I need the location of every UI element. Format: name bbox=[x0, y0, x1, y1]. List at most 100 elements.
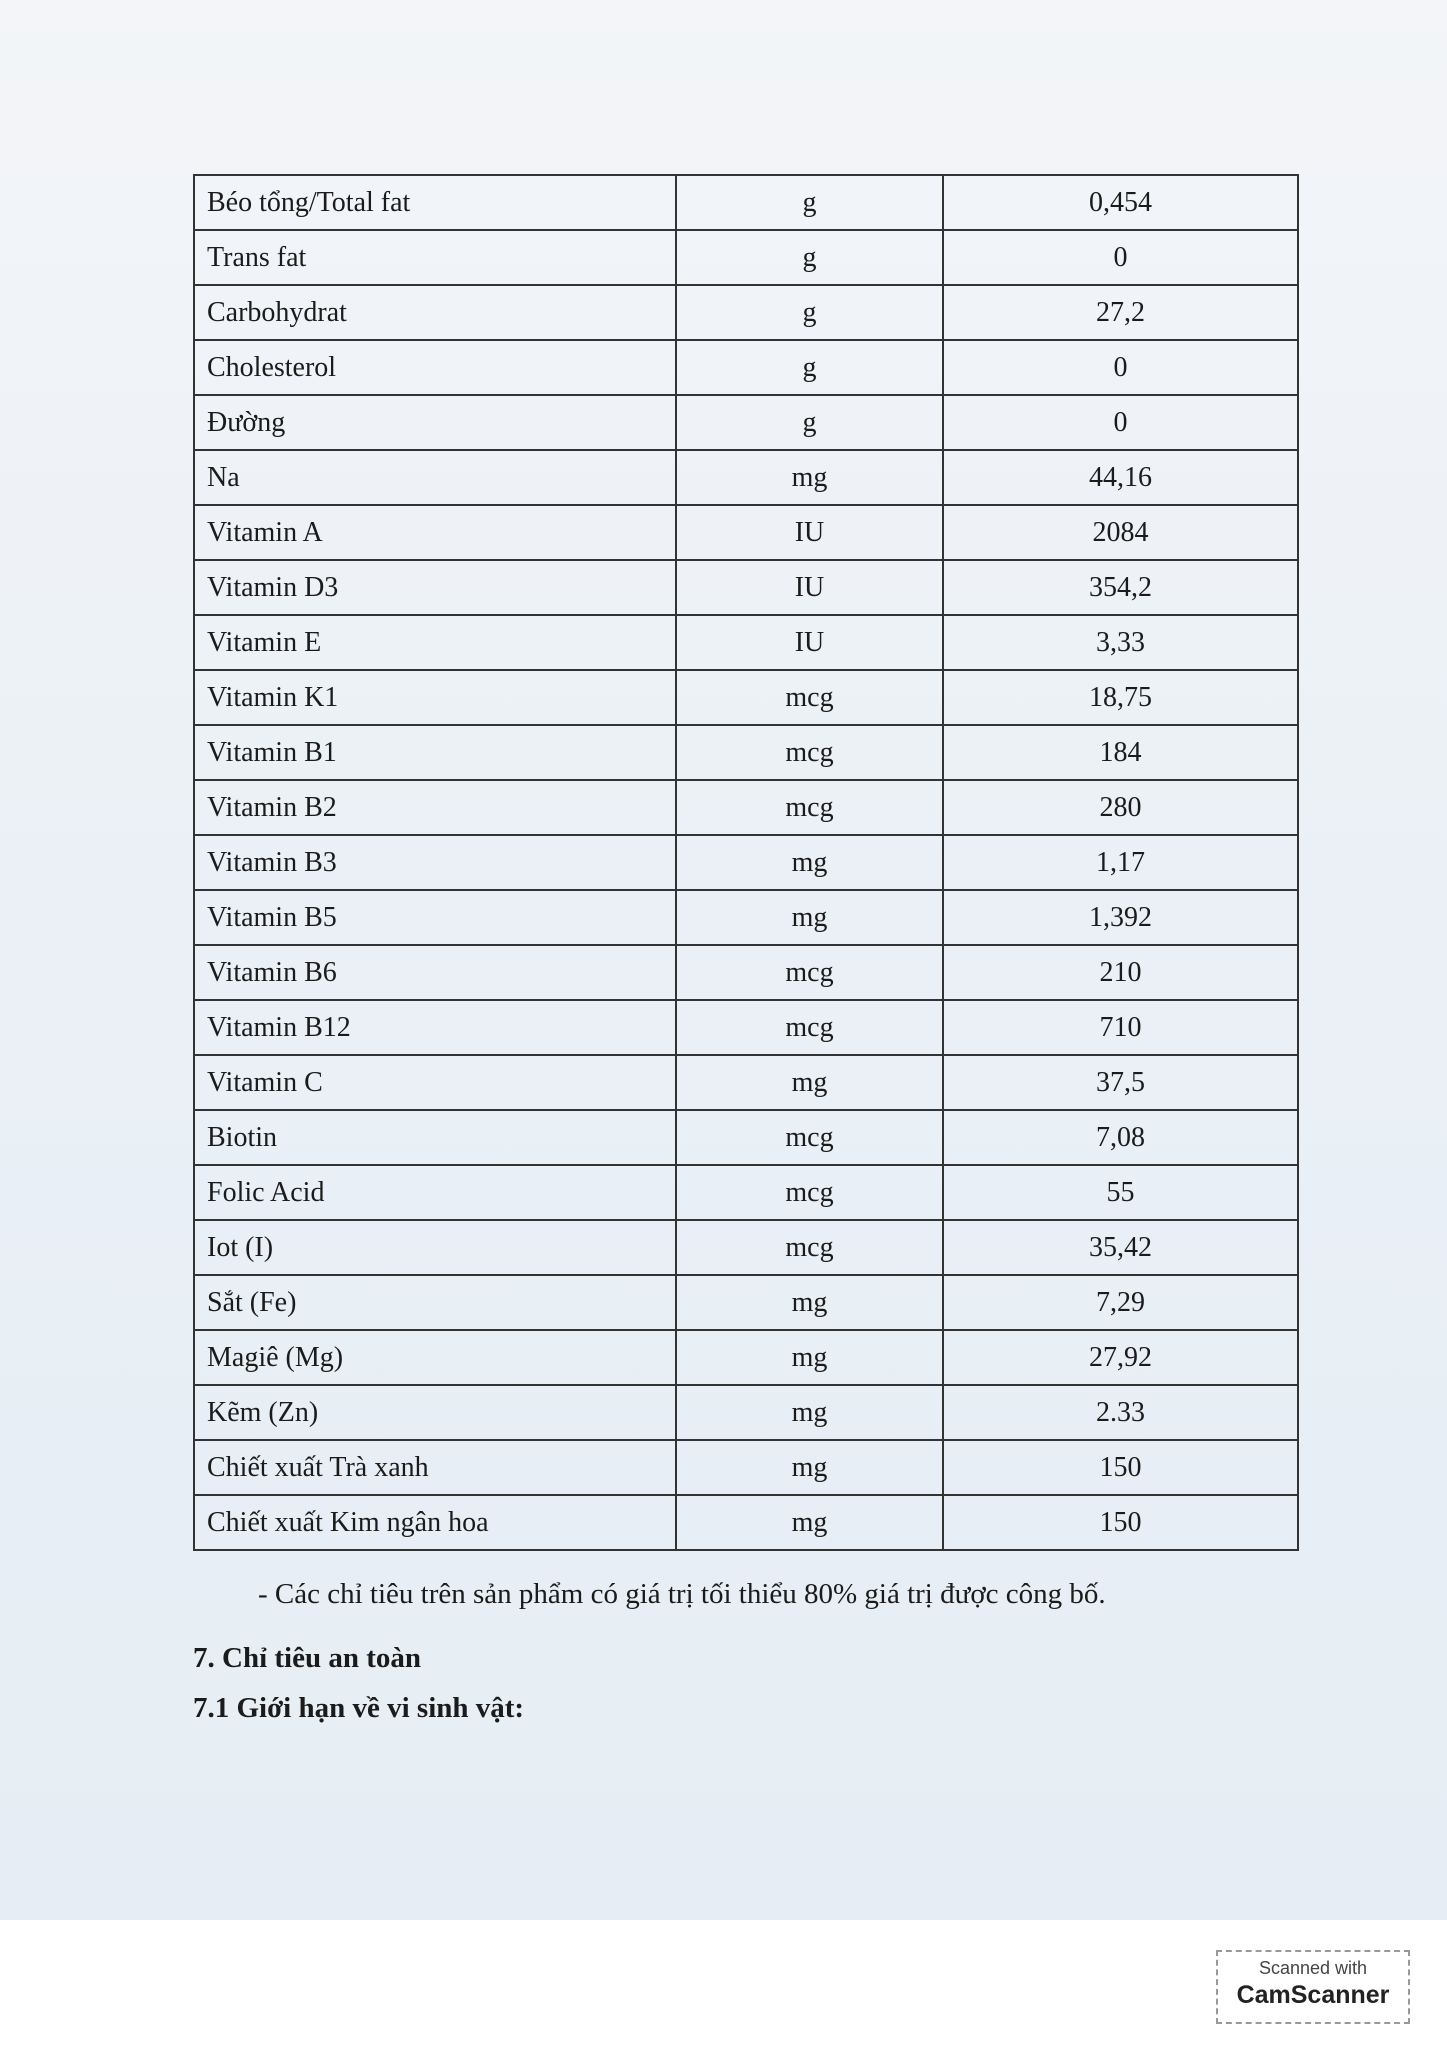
nutrient-name: Vitamin B12 bbox=[193, 999, 677, 1056]
nutrient-name: Iot (I) bbox=[193, 1219, 677, 1276]
amount: 354,2 bbox=[942, 559, 1299, 616]
nutrient-name: Sắt (Fe) bbox=[193, 1274, 677, 1331]
amount: 3,33 bbox=[942, 614, 1299, 671]
table-row: Vitamin B5 mg 1,392 bbox=[193, 889, 1299, 946]
unit: g bbox=[675, 174, 944, 231]
unit: mcg bbox=[675, 1164, 944, 1221]
unit: mcg bbox=[675, 944, 944, 1001]
table-row: Vitamin B2 mcg 280 bbox=[193, 779, 1299, 836]
unit: mg bbox=[675, 889, 944, 946]
paper: Béo tổng/Total fat g 0,454 Trans fat g 0 Carbo… bbox=[0, 0, 1447, 1920]
table-row: Béo tổng/Total fat g 0,454 bbox=[193, 174, 1299, 231]
amount: 55 bbox=[942, 1164, 1299, 1221]
nutrient-name: Vitamin C bbox=[193, 1054, 677, 1111]
nutrient-name: Đường bbox=[193, 394, 677, 451]
table-row: Vitamin K1 mcg 18,75 bbox=[193, 669, 1299, 726]
table-row: Vitamin B12 mcg 710 bbox=[193, 999, 1299, 1056]
nutrient-name: Biotin bbox=[193, 1109, 677, 1166]
table-row: Vitamin B6 mcg 210 bbox=[193, 944, 1299, 1001]
nutrient-name: Chiết xuất Trà xanh bbox=[193, 1439, 677, 1496]
amount: 27,2 bbox=[942, 284, 1299, 341]
unit: IU bbox=[675, 614, 944, 671]
amount: 184 bbox=[942, 724, 1299, 781]
unit: mcg bbox=[675, 1219, 944, 1276]
amount: 0 bbox=[942, 229, 1299, 286]
nutrient-name: Vitamin B6 bbox=[193, 944, 677, 1001]
table-row: Sắt (Fe) mg 7,29 bbox=[193, 1274, 1299, 1331]
unit: mg bbox=[675, 1439, 944, 1496]
table-row: Đường g 0 bbox=[193, 394, 1299, 451]
note: - Các chỉ tiêu trên sản phẩm có giá trị … bbox=[258, 1578, 1106, 1610]
unit: mg bbox=[675, 1329, 944, 1386]
nutrient-name: Na bbox=[193, 449, 677, 506]
unit: mg bbox=[675, 1494, 944, 1551]
amount: 280 bbox=[942, 779, 1299, 836]
table-row: Chiết xuất Kim ngân hoa mg 150 bbox=[193, 1494, 1299, 1551]
table-row: Vitamin D3 IU 354,2 bbox=[193, 559, 1299, 616]
unit: mcg bbox=[675, 669, 944, 726]
amount: 7,08 bbox=[942, 1109, 1299, 1166]
nutrient-name: Vitamin E bbox=[193, 614, 677, 671]
section-heading: 7. Chỉ tiêu an toàn bbox=[193, 1642, 422, 1674]
nutrient-name: Kẽm (Zn) bbox=[193, 1384, 677, 1441]
unit: g bbox=[675, 284, 944, 341]
nutrient-name: Vitamin K1 bbox=[193, 669, 677, 726]
nutrient-name: Vitamin A bbox=[193, 504, 677, 561]
nutrient-name: Vitamin B1 bbox=[193, 724, 677, 781]
table-row: Iot (I) mcg 35,42 bbox=[193, 1219, 1299, 1276]
amount: 150 bbox=[942, 1439, 1299, 1496]
unit: mcg bbox=[675, 779, 944, 836]
table-row: Folic Acid mcg 55 bbox=[193, 1164, 1299, 1221]
table-row: Vitamin B1 mcg 184 bbox=[193, 724, 1299, 781]
unit: mg bbox=[675, 834, 944, 891]
nutrient-name: Carbohydrat bbox=[193, 284, 677, 341]
amount: 1,392 bbox=[942, 889, 1299, 946]
table-row: Kẽm (Zn) mg 2.33 bbox=[193, 1384, 1299, 1441]
unit: mcg bbox=[675, 999, 944, 1056]
amount: 710 bbox=[942, 999, 1299, 1056]
unit: mg bbox=[675, 449, 944, 506]
table-row: Carbohydrat g 27,2 bbox=[193, 284, 1299, 341]
amount: 37,5 bbox=[942, 1054, 1299, 1111]
nutrient-name: Béo tổng/Total fat bbox=[193, 174, 677, 231]
nutrient-name: Magiê (Mg) bbox=[193, 1329, 677, 1386]
unit: mcg bbox=[675, 724, 944, 781]
amount: 2084 bbox=[942, 504, 1299, 561]
nutrient-name: Vitamin B3 bbox=[193, 834, 677, 891]
nutrient-name: Chiết xuất Kim ngân hoa bbox=[193, 1494, 677, 1551]
unit: g bbox=[675, 394, 944, 451]
scanner-badge: Scanned with CamScanner bbox=[1216, 1950, 1410, 2024]
amount: 150 bbox=[942, 1494, 1299, 1551]
unit: mg bbox=[675, 1274, 944, 1331]
nutrient-name: Vitamin B2 bbox=[193, 779, 677, 836]
table-row: Trans fat g 0 bbox=[193, 229, 1299, 286]
amount: 44,16 bbox=[942, 449, 1299, 506]
amount: 35,42 bbox=[942, 1219, 1299, 1276]
badge-line: Scanned with bbox=[1258, 1958, 1368, 1978]
table-row: Cholesterol g 0 bbox=[193, 339, 1299, 396]
unit: mg bbox=[675, 1054, 944, 1111]
table-row: Biotin mcg 7,08 bbox=[193, 1109, 1299, 1166]
amount: 1,17 bbox=[942, 834, 1299, 891]
amount: 27,92 bbox=[942, 1329, 1299, 1386]
table-row: Na mg 44,16 bbox=[193, 449, 1299, 506]
unit: mcg bbox=[675, 1109, 944, 1166]
nutrient-name: Cholesterol bbox=[193, 339, 677, 396]
table-row: Vitamin A IU 2084 bbox=[193, 504, 1299, 561]
amount: 0 bbox=[942, 394, 1299, 451]
nutrient-name: Vitamin D3 bbox=[193, 559, 677, 616]
nutrition-table: Béo tổng/Total fat g 0,454 Trans fat g 0 Carbo… bbox=[193, 174, 1299, 1551]
table-row: Chiết xuất Trà xanh mg 150 bbox=[193, 1439, 1299, 1496]
amount: 7,29 bbox=[942, 1274, 1299, 1331]
badge-brand: CamScanner bbox=[1236, 1981, 1390, 2009]
unit: IU bbox=[675, 504, 944, 561]
table-row: Vitamin B3 mg 1,17 bbox=[193, 834, 1299, 891]
unit: mg bbox=[675, 1384, 944, 1441]
nutrient-name: Trans fat bbox=[193, 229, 677, 286]
unit: IU bbox=[675, 559, 944, 616]
unit: g bbox=[675, 339, 944, 396]
nutrient-name: Folic Acid bbox=[193, 1164, 677, 1221]
table-row: Magiê (Mg) mg 27,92 bbox=[193, 1329, 1299, 1386]
